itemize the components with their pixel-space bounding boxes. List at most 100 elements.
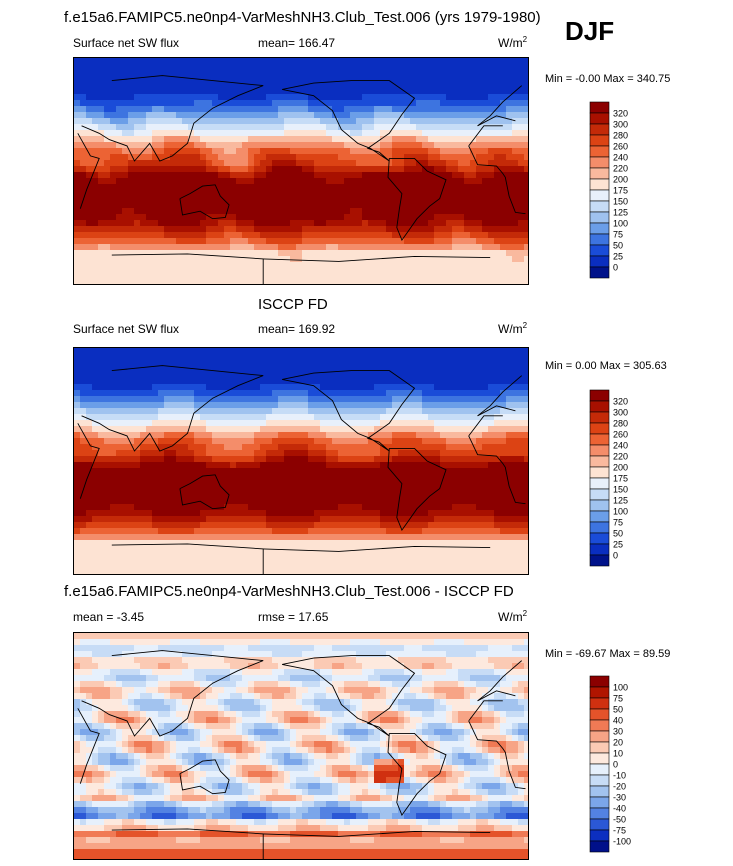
colorbar-tick-label: 125 [613, 496, 628, 506]
colorbar-tick-label: -40 [613, 804, 626, 814]
colorbar-tick-label: -75 [613, 826, 626, 836]
colorbar-tick-label: 75 [613, 518, 623, 528]
colorbar-swatch [589, 156, 610, 169]
colorbar-tick-label: 100 [613, 219, 628, 229]
colorbar-model: 320 300 280 260 240 220 200 175 150 125 100 75 50 25 0 [589, 101, 650, 282]
colorbar-tick-label: 280 [613, 419, 628, 429]
colorbar-obs: 320 300 280 260 240 220 200 175 150 125 100 75 50 25 0 [589, 389, 650, 570]
colorbar-swatch [589, 211, 610, 224]
variable-label: Surface net SW flux [73, 322, 180, 336]
colorbar-swatch [589, 774, 610, 787]
colorbar-tick-label: 25 [613, 540, 623, 550]
colorbar-tick-label: 100 [613, 507, 628, 517]
colorbar-swatch [589, 134, 610, 147]
colorbar-tick-label: 50 [613, 705, 623, 715]
colorbar-tick-label: -50 [613, 815, 626, 825]
colorbar-tick-label: 200 [613, 463, 628, 473]
colorbar-swatch [589, 840, 610, 853]
colorbar-swatch [589, 488, 610, 501]
map-model [73, 57, 529, 285]
colorbar-tick-label: 20 [613, 738, 623, 748]
colorbar-swatch [589, 510, 610, 523]
colorbar-swatch [589, 730, 610, 743]
minmax-label: Min = 0.00 Max = 305.63 [545, 360, 667, 372]
colorbar-swatch [589, 433, 610, 446]
colorbar-swatch [589, 411, 610, 424]
colorbar-swatch [589, 752, 610, 765]
colorbar-tick-label: 240 [613, 441, 628, 451]
colorbar-diff: 100 75 50 40 30 20 10 0 -10 -20 -30 -40 -50 -75 -100 [589, 675, 650, 856]
colorbar-swatch [589, 499, 610, 512]
map-obs [73, 347, 529, 575]
colorbar-swatch [589, 785, 610, 798]
colorbar-swatch [589, 255, 610, 268]
map-diff [73, 632, 529, 860]
colorbar-swatch [589, 266, 610, 279]
colorbar-swatch [589, 145, 610, 158]
colorbar-tick-label: 260 [613, 142, 628, 152]
colorbar-swatch [589, 400, 610, 413]
colorbar-tick-label: -10 [613, 771, 626, 781]
colorbar-tick-label: 175 [613, 474, 628, 484]
colorbar-tick-label: 75 [613, 694, 623, 704]
colorbar-swatch [589, 466, 610, 479]
season-label: DJF [565, 16, 615, 46]
colorbar-tick-label: 220 [613, 164, 628, 174]
colorbar-swatch [589, 719, 610, 732]
colorbar-tick-label: 30 [613, 727, 623, 737]
colorbar-tick-label: 220 [613, 452, 628, 462]
panel-title-obs: ISCCP FD [258, 296, 328, 313]
colorbar-swatch [589, 222, 610, 235]
colorbar-swatch [589, 167, 610, 180]
units-label: W/m2 [498, 321, 528, 336]
colorbar-swatch [589, 422, 610, 435]
colorbar-tick-label: 0 [613, 760, 618, 770]
mean-label: mean= 169.92 [258, 322, 336, 336]
colorbar-tick-label: -100 [613, 837, 631, 847]
colorbar-tick-label: 320 [613, 109, 628, 119]
colorbar-tick-label: 175 [613, 186, 628, 196]
colorbar-swatch [589, 455, 610, 468]
colorbar-tick-label: 280 [613, 131, 628, 141]
colorbar-swatch [589, 112, 610, 125]
colorbar-swatch [589, 829, 610, 842]
colorbar-tick-label: 200 [613, 175, 628, 185]
colorbar-swatch [589, 741, 610, 754]
colorbar-swatch [589, 200, 610, 213]
colorbar-tick-label: 150 [613, 485, 628, 495]
colorbar-swatch [589, 697, 610, 710]
minmax-label: Min = -0.00 Max = 340.75 [545, 73, 671, 85]
colorbar-tick-label: -30 [613, 793, 626, 803]
colorbar-swatch [589, 532, 610, 545]
colorbar-swatch [589, 521, 610, 534]
colorbar-tick-label: -20 [613, 782, 626, 792]
colorbar-swatch [589, 444, 610, 457]
colorbar-tick-label: 10 [613, 749, 623, 759]
minmax-label: Min = -69.67 Max = 89.59 [545, 648, 671, 660]
colorbar-swatch [589, 708, 610, 721]
colorbar-tick-label: 300 [613, 408, 628, 418]
colorbar-tick-label: 25 [613, 252, 623, 262]
colorbar-tick-label: 100 [613, 683, 628, 693]
units-label: W/m2 [498, 35, 528, 50]
units-label: W/m2 [498, 609, 528, 624]
rmse-label: rmse = 17.65 [258, 610, 329, 624]
colorbar-tick-label: 0 [613, 263, 618, 273]
colorbar-tick-label: 125 [613, 208, 628, 218]
colorbar-tick-label: 150 [613, 197, 628, 207]
colorbar-swatch [589, 796, 610, 809]
mean-label: mean= 166.47 [258, 36, 336, 50]
mean-label: mean = -3.45 [73, 610, 145, 624]
colorbar-tick-label: 40 [613, 716, 623, 726]
colorbar-swatch [589, 389, 610, 402]
panel-title-model: f.e15a6.FAMIPC5.ne0np4-VarMeshNH3.Club_T… [64, 9, 541, 26]
colorbar-swatch [589, 123, 610, 136]
colorbar-tick-label: 0 [613, 551, 618, 561]
colorbar-swatch [589, 818, 610, 831]
colorbar-swatch [589, 675, 610, 688]
panel-title-diff: f.e15a6.FAMIPC5.ne0np4-VarMeshNH3.Club_T… [64, 583, 514, 600]
colorbar-tick-label: 320 [613, 397, 628, 407]
colorbar-tick-label: 240 [613, 153, 628, 163]
colorbar-swatch [589, 686, 610, 699]
colorbar-tick-label: 300 [613, 120, 628, 130]
